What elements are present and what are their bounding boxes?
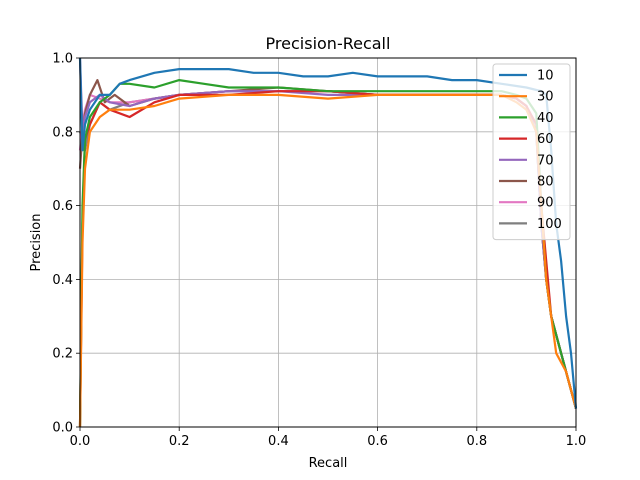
y-tick-label: 1.0 bbox=[52, 52, 73, 67]
y-tick-label: 0.4 bbox=[52, 273, 73, 288]
legend-label-40: 40 bbox=[537, 111, 554, 126]
series-line-30 bbox=[78, 93, 578, 428]
legend-box bbox=[492, 63, 571, 241]
tick-layer: 0.0 0.2 0.4 0.6 0.8 1.0 0.0 0.2 0.4 0.6 0.8 1.0 bbox=[52, 52, 586, 450]
legend-label-100: 100 bbox=[537, 217, 562, 232]
x-tick-label: 0.2 bbox=[169, 434, 190, 449]
x-axis-label: Recall bbox=[309, 456, 348, 471]
legend-label-60: 60 bbox=[537, 132, 554, 147]
x-tick-label: 0.6 bbox=[367, 434, 388, 449]
y-tick-label: 0.8 bbox=[52, 125, 73, 140]
x-tick-label: 0.8 bbox=[466, 434, 487, 449]
legend: 10 30 40 60 70 80 90 100 bbox=[492, 63, 571, 241]
legend-label-80: 80 bbox=[537, 175, 554, 190]
x-tick-label: 0.0 bbox=[70, 434, 91, 449]
y-tick-label: 0.6 bbox=[52, 199, 73, 214]
x-tick-label: 1.0 bbox=[566, 434, 587, 449]
chart-title: Precision-Recall bbox=[266, 34, 391, 53]
legend-label-70: 70 bbox=[537, 153, 554, 168]
y-tick-label: 0.2 bbox=[52, 347, 73, 362]
x-tick-label: 0.4 bbox=[268, 434, 289, 449]
legend-label-10: 10 bbox=[537, 69, 554, 84]
legend-label-30: 30 bbox=[537, 90, 554, 105]
plot-frame bbox=[79, 57, 577, 428]
y-tick-label: 0.0 bbox=[52, 421, 73, 436]
legend-label-90: 90 bbox=[537, 196, 554, 211]
y-axis-label: Precision bbox=[29, 213, 44, 271]
